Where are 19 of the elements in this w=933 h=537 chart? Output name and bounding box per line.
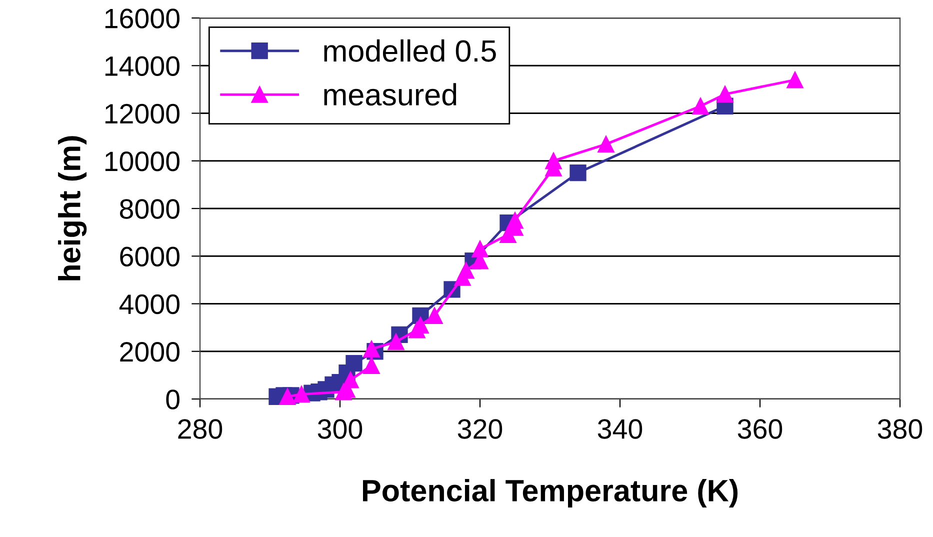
y-tick-label: 10000 xyxy=(105,152,180,172)
x-tick-label: 340 xyxy=(598,419,642,439)
y-tick-label: 8000 xyxy=(120,199,180,219)
y-tick-label: 2000 xyxy=(120,342,180,362)
y-tick-label: 14000 xyxy=(105,56,180,76)
y-tick-label: 6000 xyxy=(120,246,180,266)
x-tick-label: 300 xyxy=(318,419,362,439)
y-tick-label: 16000 xyxy=(105,8,180,28)
y-axis-title: height (m) xyxy=(58,136,87,280)
x-tick-label: 280 xyxy=(178,419,222,439)
x-axis-title: Potencial Temperature (K) xyxy=(363,479,738,508)
y-tick-label: 4000 xyxy=(119,294,180,314)
legend-label: measured xyxy=(324,83,456,106)
x-tick-label: 360 xyxy=(738,419,782,439)
y-tick-label: 0 xyxy=(166,390,180,410)
x-tick-label: 380 xyxy=(878,419,922,439)
y-tick-label: 12000 xyxy=(105,104,180,124)
legend-label: modelled 0.5 xyxy=(324,39,496,62)
x-tick-label: 320 xyxy=(458,419,502,439)
